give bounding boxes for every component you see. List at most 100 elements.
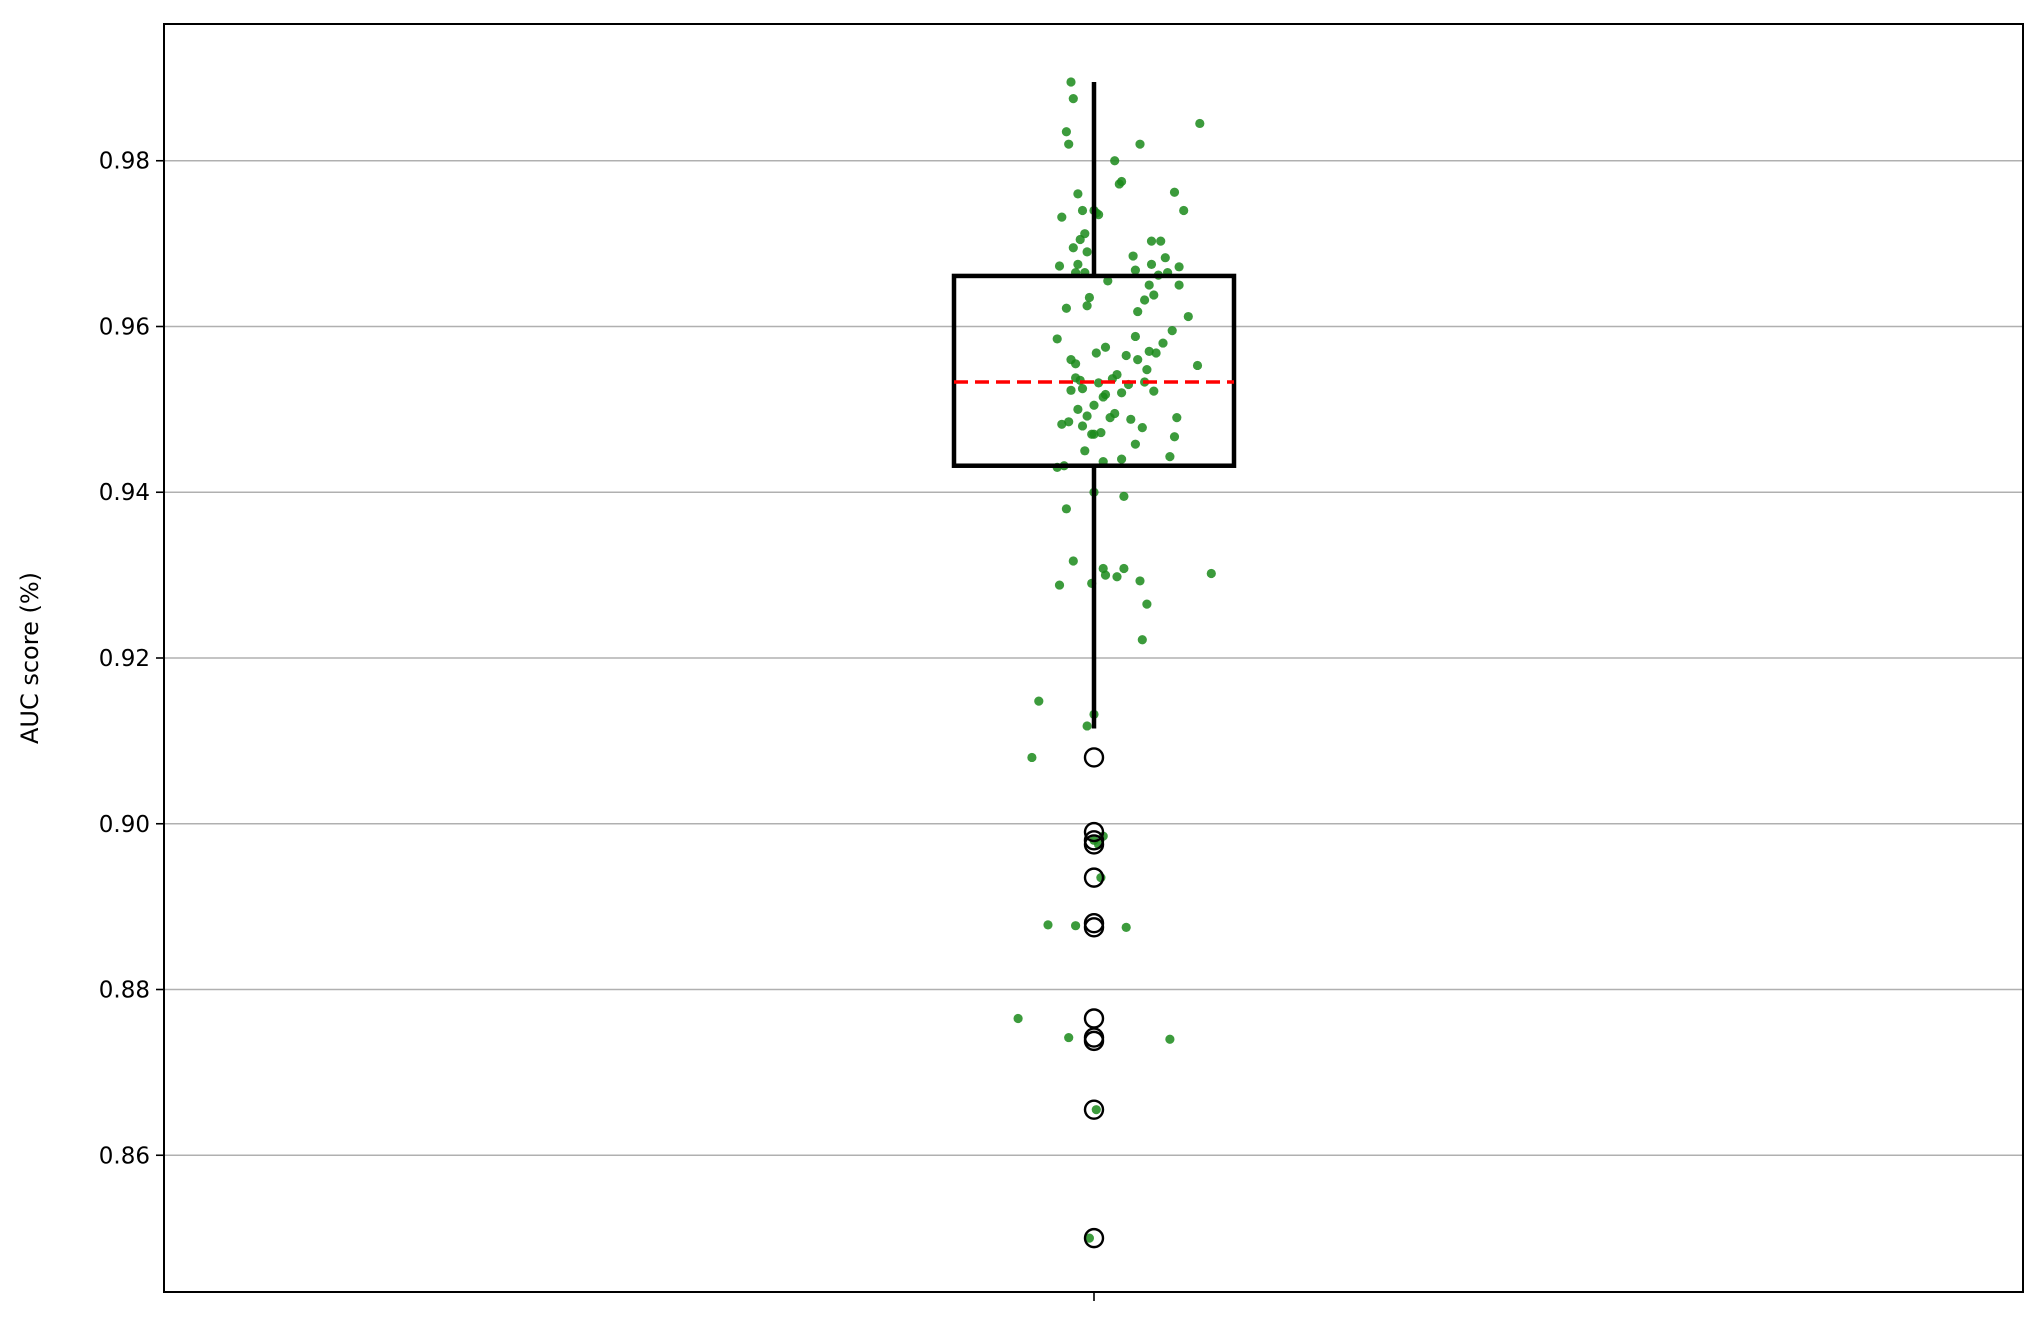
data-point (1110, 156, 1120, 166)
data-point (1098, 392, 1108, 402)
data-point (1137, 423, 1147, 433)
data-point (1167, 326, 1177, 336)
box-element (951, 82, 1237, 729)
data-point (1082, 301, 1092, 311)
data-point (1121, 350, 1131, 361)
data-point (1183, 311, 1193, 322)
data-point (1089, 429, 1099, 439)
data-point (1195, 118, 1205, 129)
data-point (1068, 556, 1078, 566)
data-point (1135, 576, 1145, 586)
data-point (1080, 446, 1090, 456)
data-point (1082, 247, 1092, 257)
data-point (1112, 572, 1122, 582)
data-point (1133, 355, 1143, 365)
outlier-marker (1083, 1030, 1105, 1052)
data-point (1103, 276, 1113, 286)
iqr-box (951, 273, 1237, 468)
data-point (1082, 411, 1092, 421)
data-point (1077, 205, 1088, 216)
data-point (1121, 922, 1131, 932)
data-point (1146, 259, 1157, 269)
data-point (1133, 306, 1143, 317)
data-point (1126, 414, 1136, 424)
data-point (1084, 292, 1094, 303)
data-point (1174, 262, 1184, 272)
data-point (1142, 364, 1152, 375)
data-point (1130, 265, 1140, 275)
y-tick-label: 0.86 (99, 1143, 150, 1169)
data-point (1179, 205, 1189, 216)
data-point (1061, 303, 1071, 313)
outlier-marker (1083, 913, 1105, 934)
data-point (1096, 427, 1106, 438)
jitter-points (1013, 77, 1216, 1243)
data-point (1027, 752, 1037, 763)
data-point (1054, 580, 1065, 590)
data-point (1135, 139, 1145, 149)
data-point (1130, 331, 1140, 342)
data-point (1034, 696, 1044, 706)
data-point (1149, 386, 1159, 396)
y-tick-label: 0.94 (99, 480, 150, 506)
data-point (1094, 210, 1104, 220)
outlier-marker (1083, 867, 1105, 888)
outlier-marker (1083, 1099, 1105, 1120)
data-point (1082, 721, 1092, 731)
data-point (1151, 348, 1161, 358)
data-point (1149, 290, 1159, 300)
data-point (1165, 1034, 1175, 1044)
data-point (1054, 261, 1065, 271)
data-point (1165, 452, 1175, 462)
data-point (1142, 599, 1152, 609)
data-point (1158, 338, 1168, 348)
data-point (1071, 921, 1081, 931)
y-axis-label: AUC score (%) (16, 572, 44, 744)
data-point (1160, 253, 1170, 263)
data-point (1192, 360, 1203, 371)
outlier-marker (1083, 821, 1105, 843)
data-point (1105, 413, 1115, 423)
data-point (1137, 635, 1147, 645)
data-point (1073, 189, 1083, 199)
y-tick-label: 0.96 (99, 314, 150, 340)
data-point (1117, 388, 1127, 398)
data-point (1061, 504, 1071, 514)
data-point (1169, 432, 1180, 442)
data-point (1144, 280, 1154, 290)
data-point (1066, 77, 1076, 87)
data-point (1146, 236, 1157, 246)
data-point (1089, 400, 1099, 410)
data-point (1156, 236, 1166, 246)
outlier-marker (1083, 834, 1105, 855)
y-tick-label: 0.90 (99, 812, 150, 838)
data-point (1064, 139, 1074, 149)
data-point (1172, 413, 1182, 423)
data-point (1077, 421, 1088, 431)
outlier-marker (1083, 917, 1105, 938)
data-point (1169, 187, 1180, 197)
data-point (1057, 419, 1067, 429)
y-tick-label: 0.92 (99, 646, 150, 672)
data-point (1073, 404, 1083, 414)
data-point (1064, 1032, 1074, 1043)
data-point (1174, 280, 1184, 290)
outlier-markers (1083, 747, 1105, 1249)
data-point (1057, 212, 1067, 222)
data-point (1117, 454, 1127, 464)
data-point (1013, 1013, 1023, 1024)
data-point (1052, 334, 1062, 344)
outlier-marker (1083, 747, 1105, 768)
data-point (1077, 384, 1088, 394)
data-point (1206, 568, 1216, 579)
outlier-marker (1083, 1008, 1105, 1029)
data-point (1114, 179, 1124, 189)
data-point (1094, 378, 1104, 388)
data-point (1064, 417, 1074, 427)
y-tick-label: 0.98 (99, 149, 150, 175)
data-point (1075, 234, 1085, 245)
data-point (1066, 385, 1076, 395)
data-point (1128, 251, 1138, 261)
